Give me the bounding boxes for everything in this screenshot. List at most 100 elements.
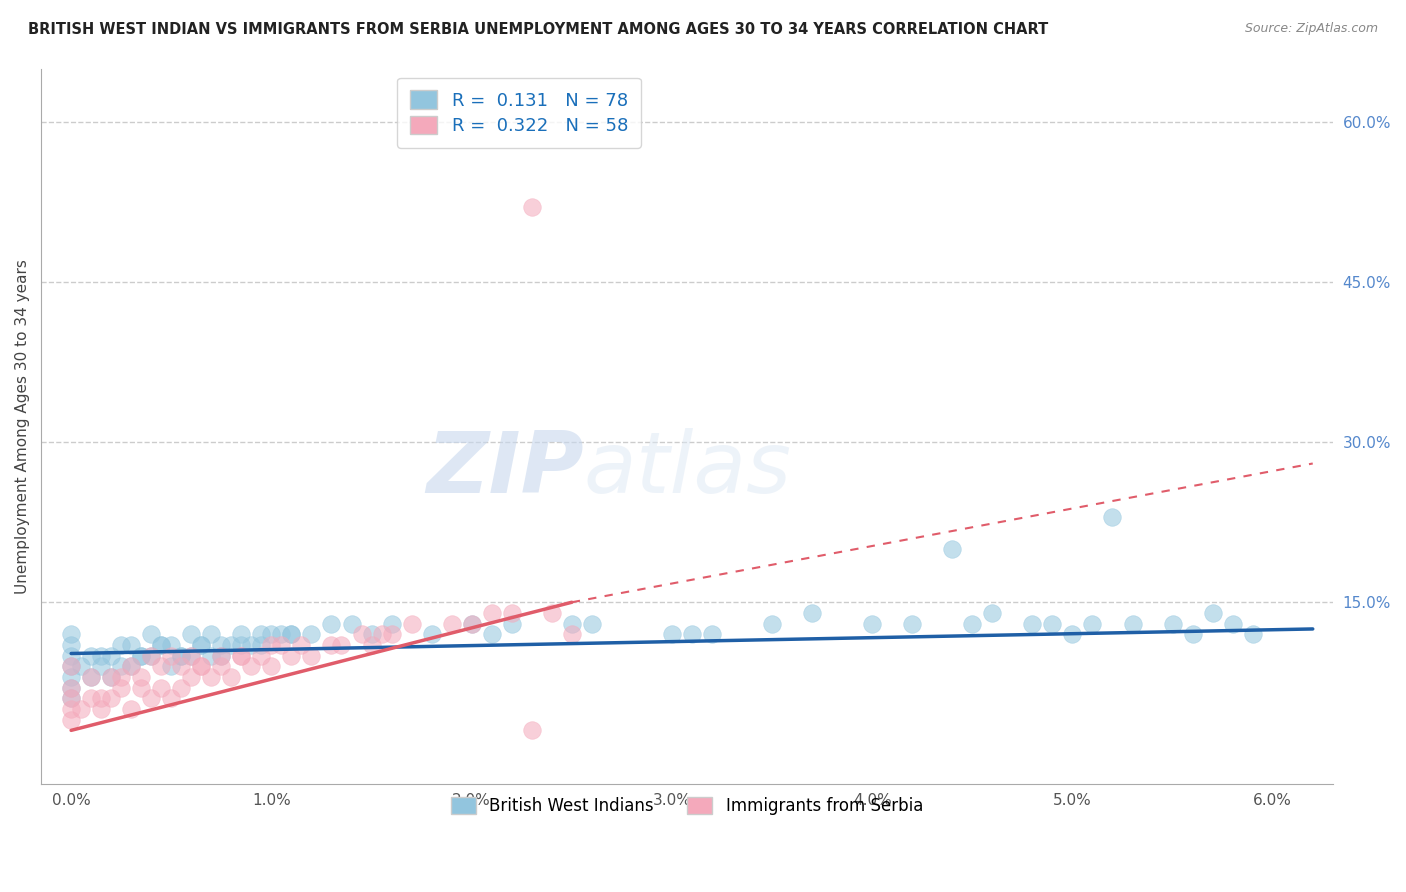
Point <box>540 606 562 620</box>
Point <box>1062 627 1084 641</box>
Point <box>481 606 503 620</box>
Point <box>1222 616 1244 631</box>
Point <box>1161 616 1184 631</box>
Point <box>100 670 122 684</box>
Point <box>90 702 112 716</box>
Point <box>200 648 222 663</box>
Point <box>180 648 202 663</box>
Point <box>60 713 83 727</box>
Point <box>160 691 183 706</box>
Point <box>280 627 302 641</box>
Text: atlas: atlas <box>583 427 792 510</box>
Point <box>231 638 253 652</box>
Point <box>321 616 343 631</box>
Point <box>941 541 963 556</box>
Point <box>801 606 824 620</box>
Point <box>280 648 302 663</box>
Point <box>1101 509 1123 524</box>
Point <box>561 616 583 631</box>
Point <box>231 648 253 663</box>
Text: BRITISH WEST INDIAN VS IMMIGRANTS FROM SERBIA UNEMPLOYMENT AMONG AGES 30 TO 34 Y: BRITISH WEST INDIAN VS IMMIGRANTS FROM S… <box>28 22 1049 37</box>
Point <box>80 691 103 706</box>
Point <box>501 616 523 631</box>
Point <box>501 606 523 620</box>
Point <box>100 648 122 663</box>
Point <box>70 659 93 673</box>
Point <box>860 616 883 631</box>
Point <box>190 659 212 673</box>
Point <box>110 638 132 652</box>
Point <box>1021 616 1043 631</box>
Point <box>260 638 283 652</box>
Point <box>520 200 543 214</box>
Point <box>170 648 193 663</box>
Point <box>700 627 723 641</box>
Point <box>120 659 142 673</box>
Point <box>581 616 603 631</box>
Text: ZIP: ZIP <box>426 427 583 510</box>
Point <box>231 648 253 663</box>
Point <box>1042 616 1064 631</box>
Point <box>460 616 482 631</box>
Point <box>661 627 683 641</box>
Point <box>1181 627 1204 641</box>
Point <box>170 681 193 695</box>
Y-axis label: Unemployment Among Ages 30 to 34 years: Unemployment Among Ages 30 to 34 years <box>15 259 30 593</box>
Point <box>170 659 193 673</box>
Point <box>129 648 152 663</box>
Point <box>120 659 142 673</box>
Point <box>190 659 212 673</box>
Point <box>80 670 103 684</box>
Point <box>180 648 202 663</box>
Point <box>520 723 543 738</box>
Point <box>80 648 103 663</box>
Point <box>90 648 112 663</box>
Point <box>141 691 163 706</box>
Point <box>330 638 353 652</box>
Point <box>60 691 83 706</box>
Point <box>90 691 112 706</box>
Point <box>270 627 292 641</box>
Point <box>209 659 232 673</box>
Point <box>270 638 292 652</box>
Point <box>240 659 263 673</box>
Point <box>150 638 173 652</box>
Point <box>250 627 273 641</box>
Point <box>160 659 183 673</box>
Point <box>80 670 103 684</box>
Point <box>100 670 122 684</box>
Point <box>250 638 273 652</box>
Point <box>1121 616 1143 631</box>
Point <box>981 606 1004 620</box>
Point <box>141 627 163 641</box>
Point <box>60 627 83 641</box>
Point <box>60 691 83 706</box>
Point <box>110 659 132 673</box>
Point <box>1241 627 1264 641</box>
Point <box>129 681 152 695</box>
Point <box>250 648 273 663</box>
Point <box>1081 616 1104 631</box>
Point <box>350 627 373 641</box>
Point <box>761 616 783 631</box>
Point <box>180 670 202 684</box>
Point <box>200 627 222 641</box>
Point <box>962 616 984 631</box>
Point <box>120 702 142 716</box>
Point <box>200 670 222 684</box>
Point <box>60 681 83 695</box>
Point <box>209 648 232 663</box>
Point <box>129 648 152 663</box>
Point <box>110 670 132 684</box>
Point <box>129 670 152 684</box>
Point <box>360 638 382 652</box>
Point <box>150 659 173 673</box>
Point <box>160 648 183 663</box>
Point <box>901 616 924 631</box>
Point <box>221 638 243 652</box>
Point <box>150 681 173 695</box>
Point <box>209 638 232 652</box>
Point <box>380 616 402 631</box>
Point <box>60 638 83 652</box>
Point <box>141 648 163 663</box>
